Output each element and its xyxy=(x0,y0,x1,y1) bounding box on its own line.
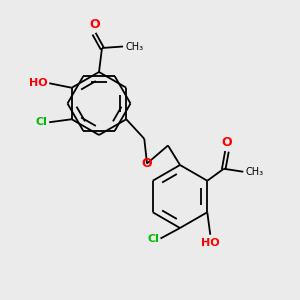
Text: CH₃: CH₃ xyxy=(246,167,264,177)
Text: Cl: Cl xyxy=(147,233,159,244)
Text: O: O xyxy=(89,18,100,31)
Text: CH₃: CH₃ xyxy=(125,41,143,52)
Text: HO: HO xyxy=(29,78,48,88)
Text: O: O xyxy=(221,136,232,148)
Text: Cl: Cl xyxy=(36,117,48,127)
Text: O: O xyxy=(142,157,152,170)
Text: HO: HO xyxy=(201,238,220,248)
